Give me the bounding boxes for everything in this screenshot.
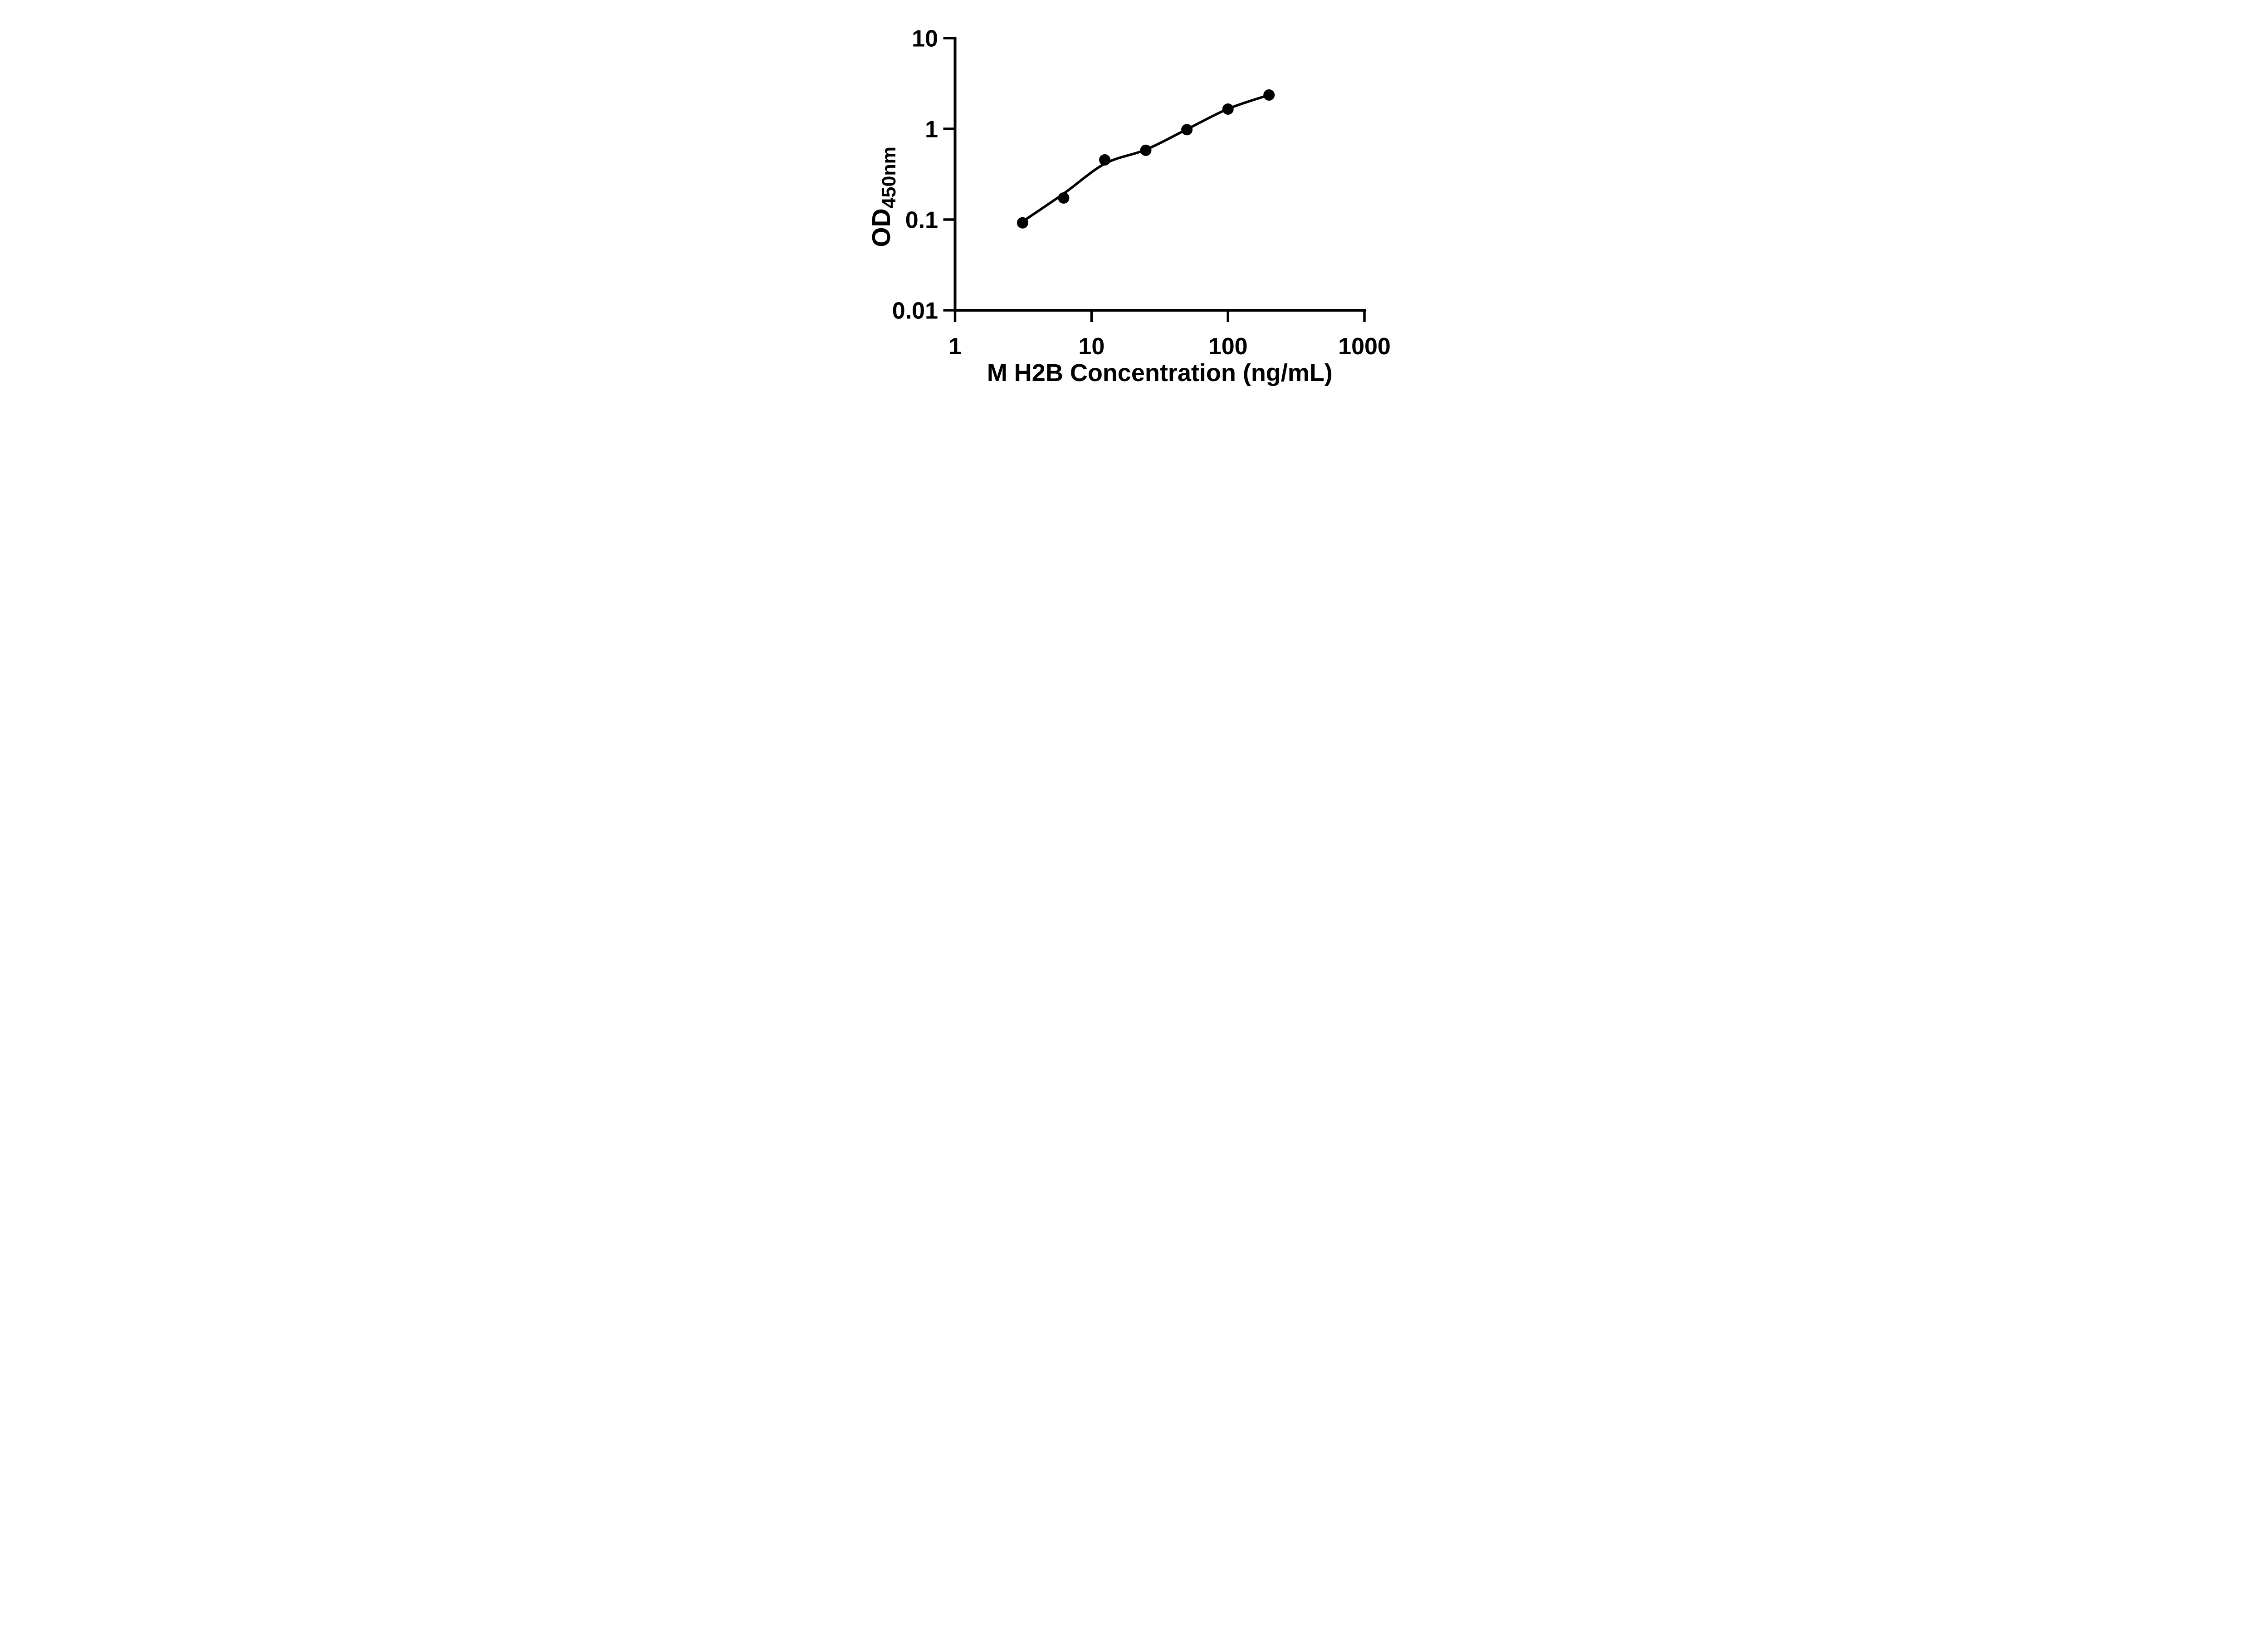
- data-point-4: [1181, 124, 1193, 136]
- data-point-1: [1057, 192, 1069, 204]
- data-points-layer: [1017, 89, 1275, 229]
- x-tick-label: 1000: [1338, 333, 1391, 360]
- ticks-layer: [943, 37, 1366, 322]
- data-point-0: [1017, 217, 1028, 229]
- y-tick-label: 0.1: [905, 207, 938, 234]
- x-tick-label: 100: [1208, 333, 1247, 360]
- tick-labels-layer: 10 1 0.1 0.01 1 10 100 1000: [892, 26, 1390, 360]
- y-tick-label: 0.01: [892, 298, 938, 324]
- standard-curve-figure: 10 1 0.1 0.01 1 10 100 1000 M H2B Concentration…: [843, 0, 1426, 408]
- y-axis-title: OD450nm: [867, 147, 900, 247]
- y-tick-label: 1: [925, 117, 938, 143]
- axes-layer: [953, 37, 1366, 312]
- data-point-2: [1099, 154, 1110, 166]
- data-point-3: [1140, 144, 1151, 156]
- x-tick-label: 10: [1078, 333, 1105, 360]
- chart-canvas: 10 1 0.1 0.01 1 10 100 1000 M H2B Concentration…: [867, 26, 1391, 387]
- y-axis-title-subscript: 450nm: [878, 147, 900, 208]
- x-axis-title: M H2B Concentration (ng/mL): [987, 359, 1332, 386]
- x-tick-label: 1: [948, 333, 962, 360]
- y-axis-title-main: OD: [867, 208, 896, 247]
- y-tick-label: 10: [912, 26, 938, 52]
- data-point-6: [1263, 89, 1275, 101]
- data-point-5: [1222, 103, 1234, 115]
